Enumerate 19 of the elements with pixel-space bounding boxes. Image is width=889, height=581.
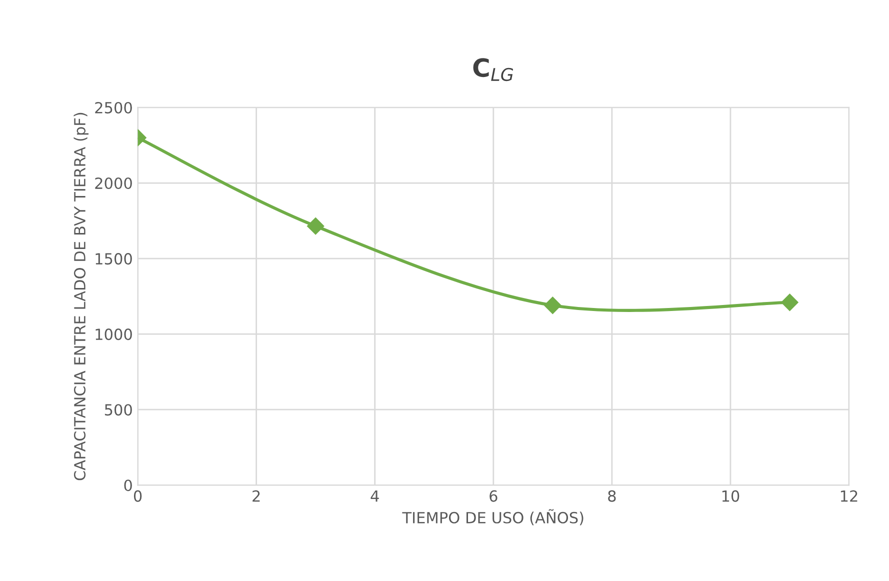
- point: [781, 294, 798, 311]
- x-tick-label: 12: [840, 490, 858, 502]
- y-tick-label: 1500: [96, 253, 132, 265]
- y-tick-label: 1000: [96, 328, 132, 340]
- x-tick-label: 10: [722, 490, 740, 502]
- x-tick-label: 2: [252, 490, 260, 502]
- x-axis-title: TIEMPO DE USO (AÑOS): [402, 509, 584, 526]
- x-tick-label: 8: [608, 490, 616, 502]
- y-tick-label: 2000: [95, 177, 132, 190]
- y-axis-title: CAPACITANCIA ENTRE LADO DE BVY TIERRA (pF): [74, 112, 88, 480]
- chart-title: C$_{LG}$: [473, 58, 514, 82]
- x-tick-label: 0: [134, 490, 142, 502]
- y-tick-label: 2500: [95, 102, 132, 114]
- x-tick-label: 6: [490, 490, 498, 502]
- y-tick-label: 0: [124, 480, 132, 492]
- x-tick-label: 4: [370, 490, 379, 502]
- point: [307, 218, 324, 235]
- point: [544, 296, 562, 314]
- y-tick-label: 500: [104, 404, 132, 416]
